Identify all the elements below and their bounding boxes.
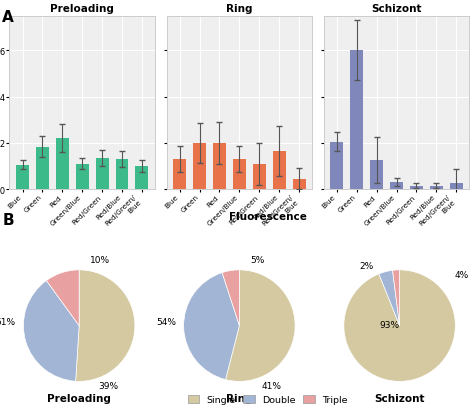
- Bar: [273, 152, 286, 190]
- Wedge shape: [23, 281, 79, 381]
- Bar: [193, 144, 206, 190]
- Bar: [136, 166, 148, 190]
- Title: Preloading: Preloading: [50, 5, 114, 14]
- Wedge shape: [222, 270, 239, 326]
- Wedge shape: [76, 270, 135, 382]
- Wedge shape: [379, 271, 400, 326]
- Legend: Single, Double, Triple: Single, Double, Triple: [184, 392, 352, 408]
- Bar: [56, 138, 69, 190]
- Bar: [173, 160, 186, 190]
- Wedge shape: [226, 270, 295, 382]
- Text: Fluorescence: Fluorescence: [229, 211, 307, 221]
- Text: 41%: 41%: [262, 381, 282, 390]
- Bar: [350, 51, 363, 190]
- Bar: [16, 166, 29, 190]
- Bar: [253, 164, 266, 190]
- Bar: [450, 184, 463, 190]
- Wedge shape: [344, 270, 456, 382]
- Title: Preloading: Preloading: [47, 393, 111, 403]
- Bar: [430, 186, 443, 190]
- Text: 10%: 10%: [90, 256, 110, 265]
- Text: 2%: 2%: [359, 261, 374, 270]
- Text: 93%: 93%: [380, 320, 400, 329]
- Bar: [76, 164, 89, 190]
- Text: 39%: 39%: [98, 381, 118, 390]
- Text: A: A: [2, 10, 14, 25]
- Title: Ring: Ring: [226, 393, 253, 403]
- Bar: [213, 144, 226, 190]
- Title: Schizont: Schizont: [374, 393, 425, 403]
- Text: 5%: 5%: [250, 256, 264, 265]
- Bar: [330, 142, 343, 190]
- Bar: [370, 161, 383, 190]
- Wedge shape: [46, 270, 79, 326]
- Bar: [116, 160, 128, 190]
- Bar: [36, 147, 49, 190]
- Bar: [292, 179, 306, 190]
- Bar: [390, 183, 403, 190]
- Text: 54%: 54%: [156, 317, 176, 326]
- Text: 4%: 4%: [455, 270, 469, 279]
- Wedge shape: [392, 270, 400, 326]
- Text: B: B: [2, 213, 14, 228]
- Title: Schizont: Schizont: [371, 5, 422, 14]
- Wedge shape: [183, 273, 239, 380]
- Title: Ring: Ring: [226, 5, 253, 14]
- Text: 51%: 51%: [0, 317, 16, 326]
- Bar: [96, 159, 109, 190]
- Bar: [233, 160, 246, 190]
- Bar: [410, 186, 423, 190]
